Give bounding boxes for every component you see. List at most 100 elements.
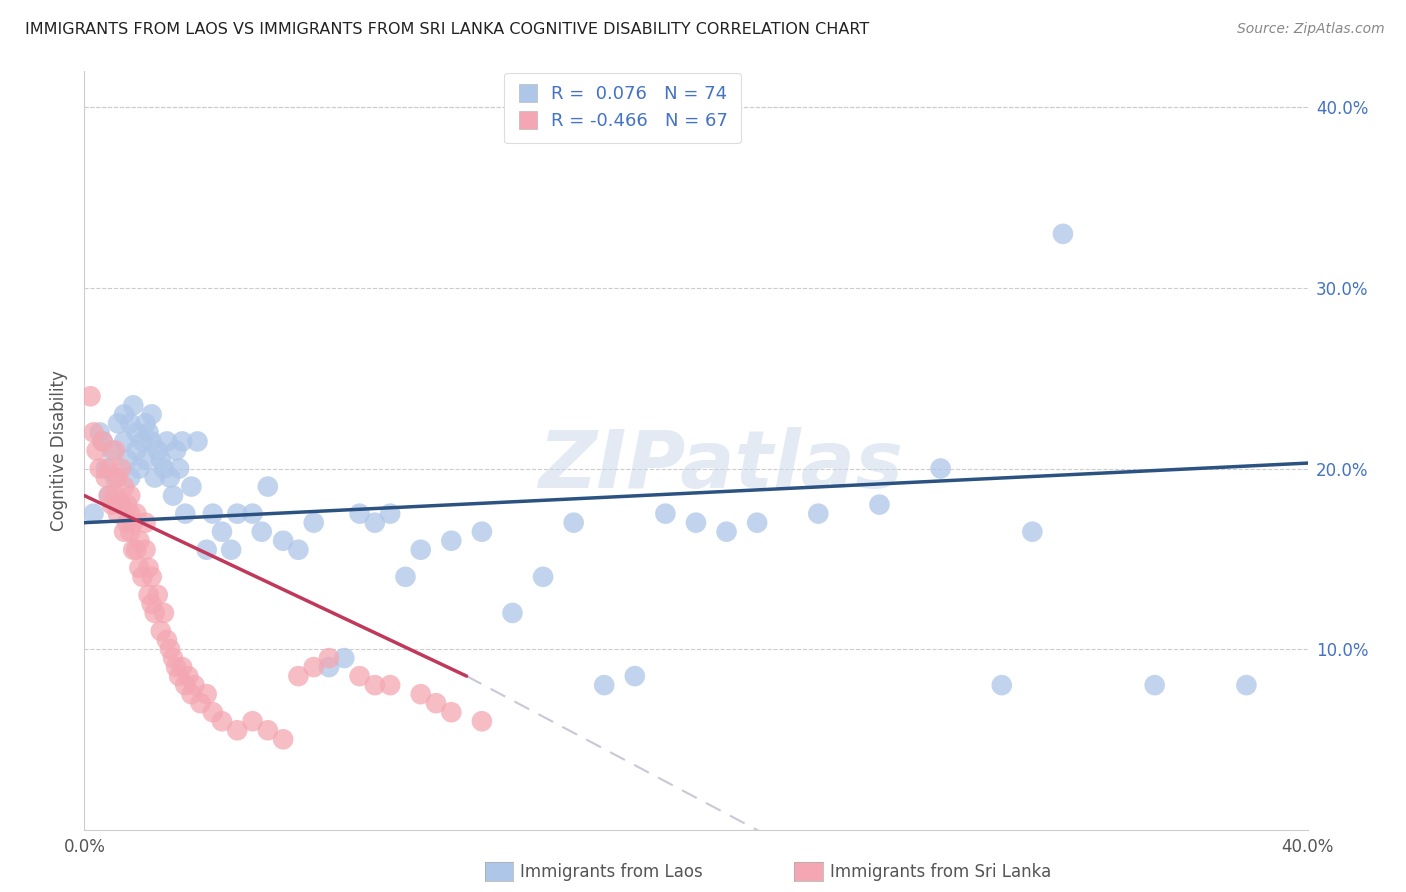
Point <box>349 507 371 521</box>
Point <box>162 651 184 665</box>
Point <box>122 516 145 530</box>
Text: Source: ZipAtlas.com: Source: ZipAtlas.com <box>1237 22 1385 37</box>
Point <box>257 723 280 738</box>
Point <box>271 533 294 548</box>
Point <box>122 542 145 557</box>
Point <box>156 633 179 648</box>
Point <box>991 678 1014 692</box>
Point <box>89 425 111 440</box>
Point <box>115 516 138 530</box>
Point <box>394 570 416 584</box>
Point <box>318 651 340 665</box>
Point <box>125 425 148 440</box>
Point <box>380 507 402 521</box>
Point <box>409 687 432 701</box>
Point <box>115 452 138 467</box>
Point <box>83 507 105 521</box>
Point <box>165 443 187 458</box>
Point <box>120 470 142 484</box>
Y-axis label: Cognitive Disability: Cognitive Disability <box>51 370 69 531</box>
Point <box>83 425 105 440</box>
Point <box>128 461 150 475</box>
Point <box>91 434 114 449</box>
Point <box>107 507 129 521</box>
Point <box>89 461 111 475</box>
Point <box>131 570 153 584</box>
Point <box>1143 678 1166 692</box>
Point <box>1236 678 1258 692</box>
Point <box>685 516 707 530</box>
Point <box>120 489 142 503</box>
Point <box>562 516 585 530</box>
Point <box>364 678 387 692</box>
Point <box>128 561 150 575</box>
Point <box>146 443 169 458</box>
Point <box>112 434 135 449</box>
Point <box>186 434 208 449</box>
Point <box>112 408 135 422</box>
Point <box>125 542 148 557</box>
Point <box>167 461 190 475</box>
Point <box>1021 524 1043 539</box>
Point <box>190 696 212 710</box>
Point <box>91 434 114 449</box>
Point <box>869 498 891 512</box>
Text: ZIPatlas: ZIPatlas <box>538 426 903 505</box>
Point <box>257 479 280 493</box>
Point <box>174 678 197 692</box>
Point <box>287 669 309 683</box>
Point <box>929 461 952 475</box>
Point <box>97 489 120 503</box>
Point <box>287 542 309 557</box>
Point <box>122 398 145 412</box>
Point <box>79 389 101 403</box>
Point <box>364 516 387 530</box>
Point <box>195 687 218 701</box>
Point <box>138 425 160 440</box>
Point <box>177 669 200 683</box>
Point <box>174 507 197 521</box>
Point <box>226 507 249 521</box>
Point <box>110 498 132 512</box>
Point <box>146 588 169 602</box>
Point <box>138 561 160 575</box>
Point <box>125 507 148 521</box>
Point <box>593 678 616 692</box>
Text: IMMIGRANTS FROM LAOS VS IMMIGRANTS FROM SRI LANKA COGNITIVE DISABILITY CORRELATI: IMMIGRANTS FROM LAOS VS IMMIGRANTS FROM … <box>25 22 869 37</box>
Point <box>226 723 249 738</box>
Point <box>471 524 494 539</box>
Point <box>94 461 117 475</box>
Point <box>153 606 176 620</box>
Point <box>531 570 554 584</box>
Point <box>141 570 163 584</box>
Point <box>107 417 129 431</box>
Point <box>135 417 157 431</box>
Point <box>201 705 224 719</box>
Point <box>120 507 142 521</box>
Point <box>219 542 242 557</box>
Legend: R =  0.076   N = 74, R = -0.466   N = 67: R = 0.076 N = 74, R = -0.466 N = 67 <box>505 73 741 143</box>
Point <box>143 606 166 620</box>
Point <box>135 542 157 557</box>
Point <box>349 669 371 683</box>
Point <box>104 470 127 484</box>
Point <box>120 524 142 539</box>
Point <box>94 470 117 484</box>
Point <box>120 417 142 431</box>
Point <box>502 606 524 620</box>
Point <box>86 443 108 458</box>
Point <box>112 479 135 493</box>
Point <box>112 524 135 539</box>
Point <box>211 524 233 539</box>
Point <box>183 678 205 692</box>
Point <box>195 542 218 557</box>
Point <box>409 542 432 557</box>
Point <box>165 660 187 674</box>
Point <box>167 669 190 683</box>
Point <box>172 434 194 449</box>
Point <box>201 507 224 521</box>
Point <box>1052 227 1074 241</box>
Point <box>125 443 148 458</box>
Point <box>380 678 402 692</box>
Point <box>747 516 769 530</box>
